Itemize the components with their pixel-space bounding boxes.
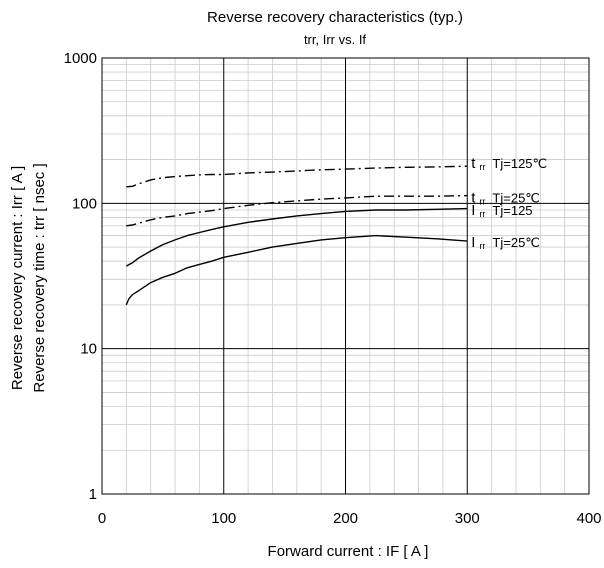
y-axis-label-time: Reverse recovery time : trr [ nsec ] [31, 163, 48, 392]
x-tick-label: 100 [211, 510, 236, 527]
series-label-condition: Tj=125℃ [492, 156, 547, 171]
series-line [126, 165, 468, 188]
y-tick-label: 100 [72, 195, 97, 212]
series-label-symbol: t [471, 189, 476, 206]
series-line [126, 194, 468, 227]
y-tick-label: 10 [80, 341, 97, 358]
y-tick-labels: 1 10 100 1000 [64, 50, 97, 503]
series-label-symbol: I [471, 202, 475, 219]
y-axis-label-current: Reverse recovery current : Irr [ A ] [9, 166, 26, 390]
series-lines [125, 165, 468, 306]
x-axis-label: Forward current : IF [ A ] [268, 543, 429, 560]
series-label-symbol: I [471, 234, 475, 251]
series-label-subscript: rr [479, 241, 485, 251]
series-line [125, 207, 468, 267]
x-tick-label: 300 [455, 510, 480, 527]
series-label: t rr Tj=25℃ [471, 189, 540, 206]
chart-subtitle: trr, Irr vs. If [304, 32, 366, 47]
series-label: t rr Tj=125℃ [471, 155, 547, 172]
series-label-subscript: rr [479, 162, 485, 172]
chart-title: Reverse recovery characteristics (typ.) [207, 9, 463, 26]
series-label-condition: Tj=125 [492, 203, 532, 218]
series-label-condition: Tj=25℃ [492, 235, 539, 250]
series-label-condition: Tj=25℃ [492, 190, 539, 205]
x-tick-labels: 0 100 200 300 400 [98, 510, 602, 527]
y-tick-label: 1 [89, 486, 97, 503]
series-label-subscript: rr [479, 209, 485, 219]
y-tick-label: 1000 [64, 50, 97, 67]
series-label-subscript: rr [479, 196, 485, 206]
x-tick-label: 200 [333, 510, 358, 527]
plot-frame [101, 57, 590, 495]
series-label-symbol: t [471, 155, 476, 172]
x-tick-label: 0 [98, 510, 106, 527]
major-grid [102, 58, 589, 494]
series-line [125, 234, 468, 306]
x-tick-label: 400 [576, 510, 601, 527]
